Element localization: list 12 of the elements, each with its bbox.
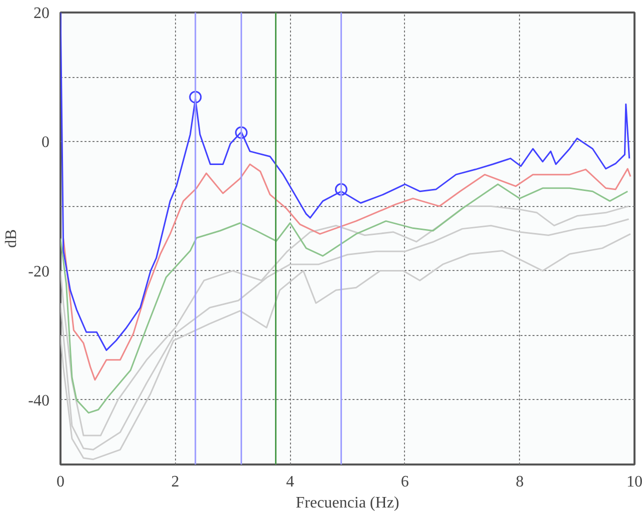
x-axis-title: Frecuencia (Hz) [296, 494, 400, 512]
y-tick-label: -20 [28, 263, 50, 280]
x-tick-label: 6 [400, 474, 409, 490]
y-tick-label: 0 [42, 134, 50, 152]
y-tick-label: -40 [28, 392, 50, 410]
x-tick-label: 0 [56, 474, 64, 490]
x-tick-label: 2 [171, 474, 180, 490]
y-tick-label: 20 [34, 5, 50, 22]
x-tick-label: 8 [516, 474, 524, 490]
y-axis-title: dB [3, 229, 20, 248]
x-tick-label: 4 [286, 474, 294, 490]
x-tick-label: 10 [626, 474, 642, 490]
